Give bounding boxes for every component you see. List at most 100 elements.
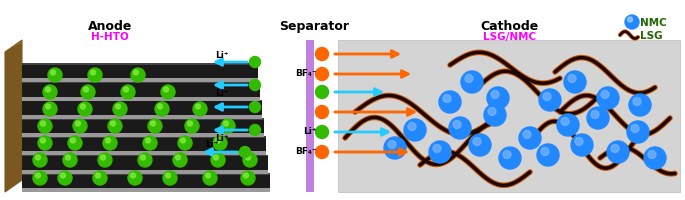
Text: BF₄⁻: BF₄⁻ [295,69,317,78]
Circle shape [113,102,127,116]
Circle shape [40,138,45,143]
Circle shape [33,153,47,167]
Circle shape [211,153,225,167]
Circle shape [473,138,481,146]
Circle shape [95,173,101,178]
Bar [22,173,270,188]
Circle shape [78,102,92,116]
Circle shape [88,69,102,83]
Text: H-HTO: H-HTO [91,32,129,42]
Circle shape [98,153,112,167]
Bar [22,64,258,79]
Circle shape [433,145,441,153]
Circle shape [543,93,551,101]
Circle shape [175,155,181,160]
Circle shape [81,86,95,100]
Text: Li⁺: Li⁺ [205,140,219,149]
Circle shape [648,151,656,159]
Bar [22,79,258,83]
Circle shape [193,102,207,116]
Circle shape [249,57,260,68]
Circle shape [316,126,329,139]
Circle shape [627,121,649,143]
Circle shape [249,80,260,91]
Circle shape [51,71,55,76]
Circle shape [151,121,155,126]
Bar [22,133,264,137]
Circle shape [216,138,221,143]
Circle shape [240,147,251,158]
Circle shape [148,119,162,133]
Circle shape [128,171,142,185]
Circle shape [633,98,641,106]
Circle shape [388,141,396,149]
Bar [22,137,266,152]
Circle shape [45,104,51,109]
Circle shape [206,173,210,178]
Circle shape [249,102,260,113]
Text: Anode: Anode [88,20,132,33]
Circle shape [499,147,521,169]
Circle shape [453,121,461,129]
Circle shape [503,151,511,159]
Circle shape [163,171,177,185]
Circle shape [48,69,62,83]
Circle shape [84,88,88,93]
Circle shape [33,171,47,185]
Circle shape [591,111,599,119]
Circle shape [40,121,45,126]
Circle shape [644,147,666,169]
Bar [22,155,268,156]
Circle shape [108,119,122,133]
Circle shape [484,104,506,126]
Bar [22,97,260,101]
Circle shape [173,153,187,167]
Circle shape [575,138,583,146]
Circle shape [131,173,136,178]
Circle shape [203,171,217,185]
Circle shape [75,121,81,126]
Bar [22,82,260,97]
Circle shape [145,138,151,143]
Circle shape [58,171,72,185]
Circle shape [181,138,186,143]
Circle shape [611,145,619,153]
Circle shape [629,95,651,116]
Bar [22,152,266,156]
Bar [22,119,264,133]
Text: Li⁺: Li⁺ [303,127,317,136]
Circle shape [36,173,40,178]
Circle shape [316,68,329,81]
Circle shape [627,18,632,23]
Circle shape [105,138,110,143]
Circle shape [66,155,71,160]
Text: Li⁺: Li⁺ [215,134,229,143]
Polygon shape [22,185,270,192]
Circle shape [607,141,629,163]
Circle shape [214,155,219,160]
Bar [22,188,270,192]
Circle shape [243,173,249,178]
Circle shape [43,102,57,116]
Circle shape [116,104,121,109]
Circle shape [571,134,593,156]
Circle shape [134,71,138,76]
Polygon shape [5,41,22,192]
Circle shape [439,92,461,113]
Circle shape [601,91,609,99]
Circle shape [539,90,561,111]
Circle shape [561,118,569,126]
Text: LSG/NMC: LSG/NMC [484,32,536,42]
Circle shape [541,148,549,156]
Circle shape [429,141,451,163]
Circle shape [488,108,496,116]
Circle shape [316,48,329,61]
Text: Cathode: Cathode [481,20,539,33]
Circle shape [564,72,586,94]
Circle shape [316,86,329,99]
Circle shape [587,107,609,129]
Bar [22,137,266,138]
Circle shape [45,88,51,93]
Circle shape [63,153,77,167]
Circle shape [60,173,66,178]
